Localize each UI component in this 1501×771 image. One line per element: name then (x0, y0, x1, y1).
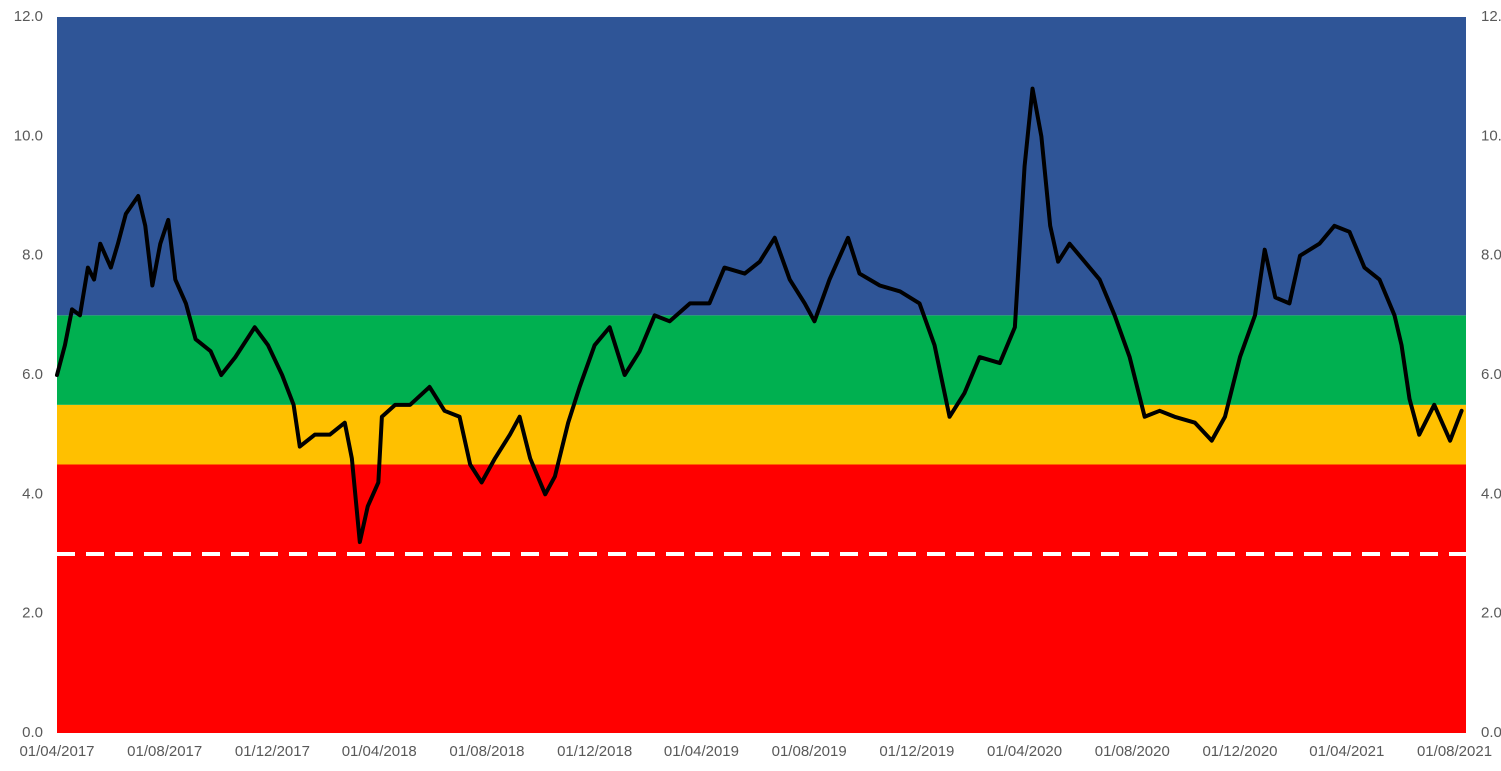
y2-tick-label: 2.0 (1481, 605, 1501, 622)
x-tick-label: 01/04/2019 (664, 743, 739, 760)
x-tick-label: 01/04/2021 (1309, 743, 1384, 760)
x-tick-label: 01/12/2019 (879, 743, 954, 760)
x-tick-label: 01/12/2020 (1202, 743, 1277, 760)
y-tick-label: 6.0 (22, 366, 43, 383)
y2-tick-label: 10.0 (1481, 127, 1501, 144)
x-tick-label: 01/04/2018 (342, 743, 417, 760)
x-tick-label: 01/08/2018 (449, 743, 524, 760)
band (57, 315, 1466, 405)
y2-tick-label: 12.0 (1481, 8, 1501, 25)
x-tick-label: 01/08/2021 (1417, 743, 1492, 760)
y2-tick-label: 0.0 (1481, 724, 1501, 741)
y2-tick-label: 6.0 (1481, 366, 1501, 383)
y-tick-label: 10.0 (14, 127, 43, 144)
band (57, 464, 1466, 733)
x-tick-label: 01/08/2019 (772, 743, 847, 760)
x-tick-label: 01/04/2020 (987, 743, 1062, 760)
x-tick-label: 01/12/2017 (235, 743, 310, 760)
y-tick-label: 0.0 (22, 724, 43, 741)
x-tick-label: 01/08/2017 (127, 743, 202, 760)
x-tick-label: 01/08/2020 (1095, 743, 1170, 760)
band (57, 17, 1466, 316)
y-tick-label: 2.0 (22, 605, 43, 622)
y-tick-label: 12.0 (14, 8, 43, 25)
band (57, 404, 1466, 465)
y-tick-label: 8.0 (22, 247, 43, 264)
y-tick-label: 4.0 (22, 485, 43, 502)
x-tick-label: 01/12/2018 (557, 743, 632, 760)
data-line (55, 86, 1464, 545)
y2-tick-label: 4.0 (1481, 485, 1501, 502)
y2-tick-label: 8.0 (1481, 247, 1501, 264)
x-tick-label: 01/04/2017 (19, 743, 94, 760)
